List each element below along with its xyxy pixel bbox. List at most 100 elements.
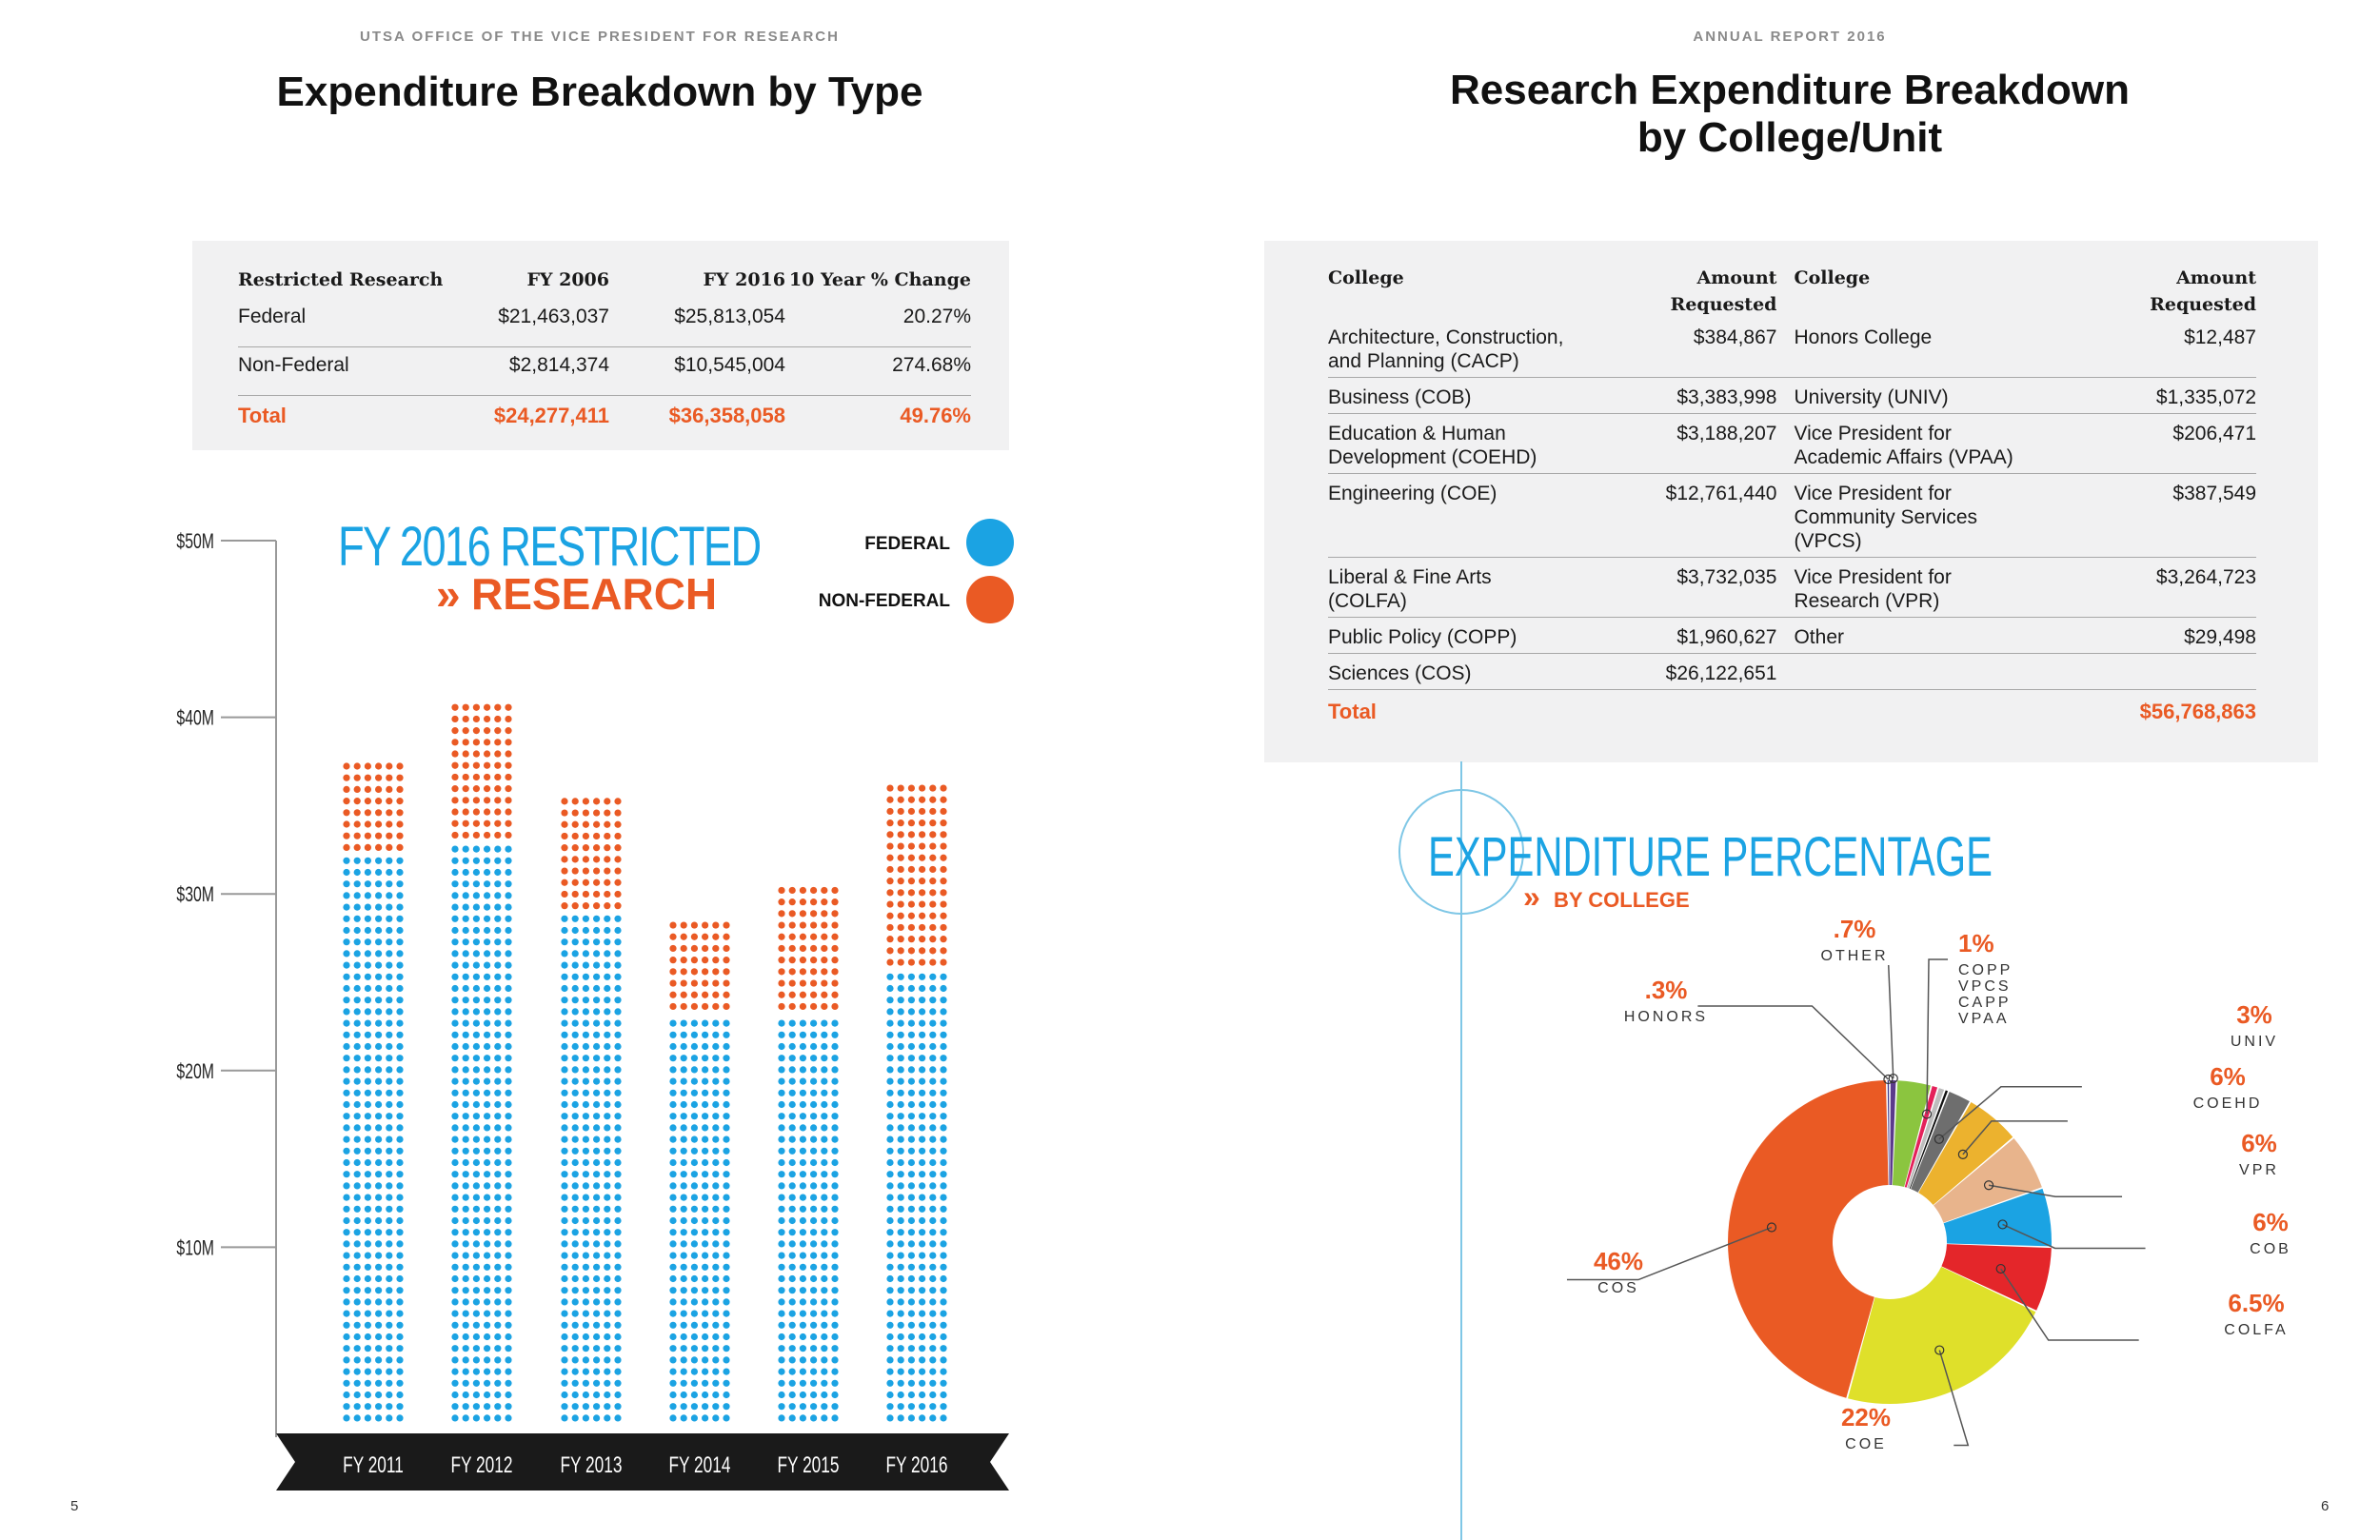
bar-dot — [886, 1298, 894, 1306]
bar-dot — [702, 944, 709, 953]
bar-dot — [343, 1229, 350, 1236]
bar-dot — [451, 1135, 459, 1143]
chart-subtitle: BY COLLEGE — [1554, 888, 1690, 912]
bar-dot — [810, 1263, 818, 1271]
bar-dot — [353, 1171, 361, 1178]
bar-dot — [723, 1216, 730, 1225]
bar-dot — [897, 1019, 904, 1027]
bar-dot — [810, 921, 818, 929]
bar-dot — [484, 880, 491, 888]
bar-dot — [702, 1391, 709, 1399]
bar-dot — [604, 1124, 611, 1132]
bar-dot — [702, 991, 709, 998]
bar-dot — [929, 831, 937, 839]
bar-dot — [778, 1321, 785, 1329]
bar-dot — [396, 1345, 404, 1352]
bar-dot — [386, 868, 393, 877]
bar-dot — [375, 1356, 383, 1364]
bar-dot — [484, 1274, 491, 1283]
bar-dot — [462, 1274, 469, 1283]
bar-dot — [712, 991, 720, 998]
bar-dot — [353, 798, 361, 805]
bar-dot — [375, 984, 383, 993]
bar-dot — [831, 1414, 839, 1422]
donut-slice-copp — [1892, 1080, 1931, 1187]
bar-dot — [484, 845, 491, 853]
table-cell: 49.76% — [900, 404, 971, 427]
bar-dot — [353, 1403, 361, 1411]
bar-dot — [778, 886, 785, 895]
bar-dot — [669, 1229, 677, 1236]
bar-dot — [386, 1171, 393, 1178]
bar-dot — [472, 727, 480, 735]
bar-dot — [451, 973, 459, 980]
bar-dot — [778, 1124, 785, 1132]
callout-label: CAPP — [1958, 995, 2012, 1011]
cell-line: Vice President for — [1794, 423, 1952, 444]
bar-dot — [484, 1100, 491, 1109]
bar-dot — [571, 926, 579, 935]
bar-dot — [582, 1113, 590, 1120]
bar-dot — [571, 1182, 579, 1190]
bar-dot — [897, 1100, 904, 1109]
bar-dot — [375, 1019, 383, 1027]
callout-dot — [1995, 1263, 2006, 1274]
bar-dot — [451, 903, 459, 911]
bar-dot — [723, 1100, 730, 1109]
bar-dot — [571, 1194, 579, 1201]
bar-dot — [472, 1356, 480, 1364]
bar-dot — [375, 950, 383, 958]
bar-dot — [897, 997, 904, 1004]
bar-dot — [886, 1008, 894, 1016]
bar-dot — [690, 1240, 699, 1248]
bar-dot — [364, 938, 371, 946]
bar-dot — [907, 889, 916, 897]
cell-line: $1,335,072 — [2155, 386, 2256, 408]
bar-dot — [821, 1263, 828, 1271]
bar-dot — [907, 1019, 916, 1027]
bar-dot — [375, 1147, 383, 1155]
bar-dot — [484, 1019, 491, 1027]
bar-dot — [561, 890, 568, 898]
bar-dot — [821, 944, 828, 953]
callout-percent: .7% — [1834, 915, 1876, 943]
bar-dot — [886, 1368, 894, 1375]
bar-dot — [343, 809, 350, 817]
bar-dot — [690, 933, 699, 940]
bar-dot — [788, 979, 796, 987]
bar-dot — [494, 950, 502, 958]
bar-dot — [396, 1205, 404, 1213]
bar-dot — [723, 1113, 730, 1120]
bar-dot — [462, 808, 469, 816]
bar-dot — [799, 1321, 807, 1329]
bar-dot — [375, 843, 383, 852]
bar-dot — [712, 921, 720, 929]
bar-dot — [919, 1182, 926, 1190]
bar-dot — [353, 1066, 361, 1074]
bar-dot — [919, 1194, 926, 1201]
bar-dot — [690, 1002, 699, 1011]
header-line: Amount — [1696, 267, 1777, 288]
bar-dot — [886, 1031, 894, 1038]
bar-dot — [680, 1368, 687, 1375]
bar-dot — [472, 857, 480, 864]
bar-dot — [494, 1391, 502, 1399]
bar-dot — [929, 1403, 937, 1411]
bar-dot — [364, 1356, 371, 1364]
bar-dot — [375, 774, 383, 781]
bar-dot — [484, 1356, 491, 1364]
bar-dot — [723, 1240, 730, 1248]
bar-dot — [940, 1031, 947, 1038]
bar-dot — [929, 1008, 937, 1016]
bar-dot — [712, 1100, 720, 1109]
bar-dot — [788, 1356, 796, 1364]
bar-dot — [614, 1321, 622, 1329]
bar-dot — [919, 900, 926, 908]
bar-dot — [484, 797, 491, 804]
bar-dot — [582, 1403, 590, 1411]
bar-dot — [810, 1274, 818, 1283]
bar-dot — [386, 1403, 393, 1411]
bar-dot — [396, 1113, 404, 1120]
bar-dot — [494, 1368, 502, 1375]
bar-dot — [680, 1333, 687, 1341]
